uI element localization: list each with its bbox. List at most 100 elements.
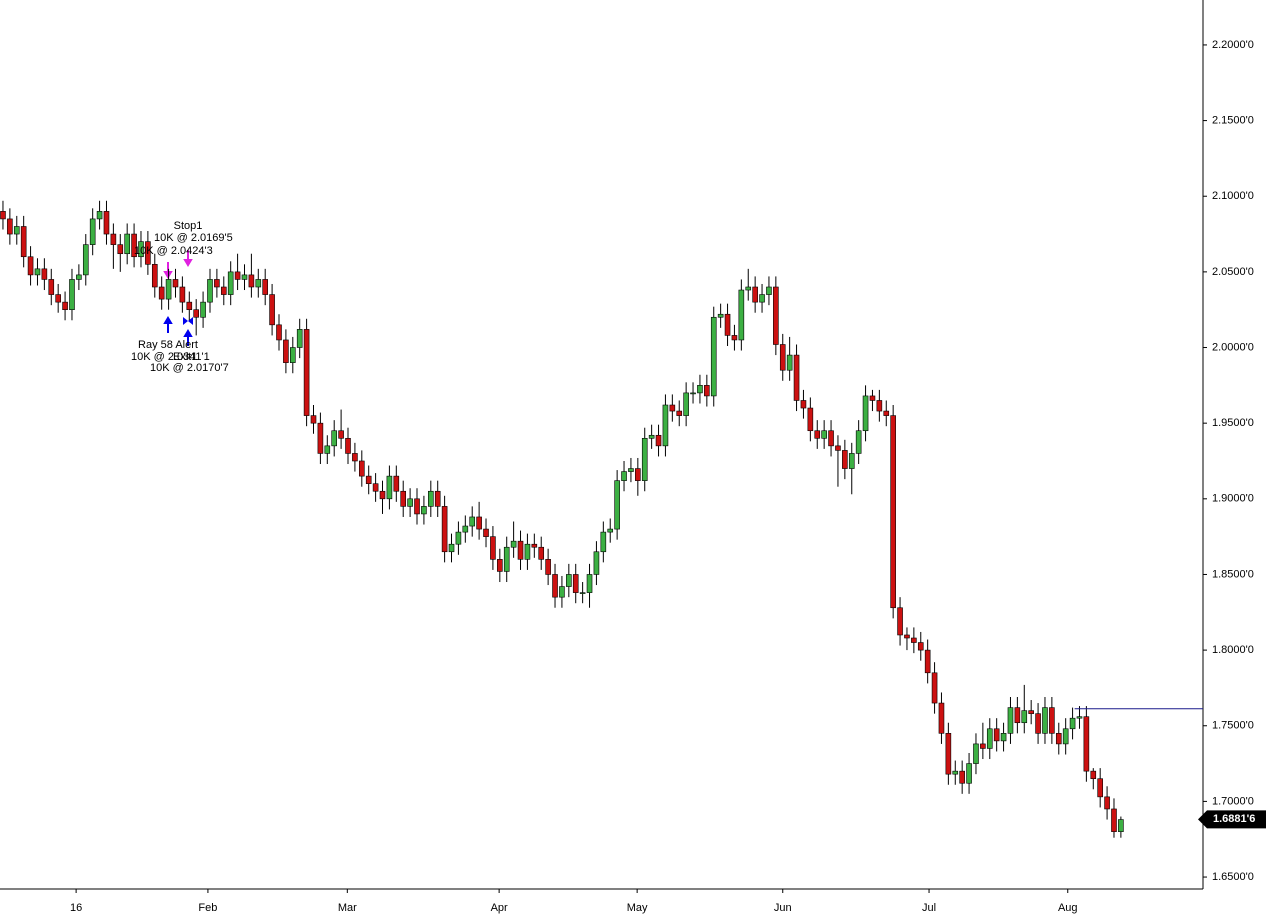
candle-body	[469, 516, 476, 527]
candle-body	[800, 400, 807, 409]
candle-body	[158, 286, 165, 300]
candle-body	[1021, 710, 1028, 724]
exit-marker	[183, 317, 193, 325]
y-tick-label: 1.9500'0	[1212, 417, 1254, 429]
candle-body	[441, 506, 448, 553]
candle-body	[579, 592, 586, 594]
candle-body	[331, 430, 338, 447]
candle-body	[917, 642, 924, 651]
x-tick-label: Feb	[198, 902, 217, 914]
candle-body	[842, 450, 848, 469]
trade-annotation: 10K @ 2.0169'5	[154, 232, 233, 244]
y-tick-label: 1.8000'0	[1212, 644, 1254, 656]
candle-body	[545, 559, 551, 575]
candle-body	[1090, 770, 1097, 780]
candle-body	[786, 354, 793, 371]
candle-body	[904, 634, 910, 639]
candle-body	[283, 339, 289, 363]
candle-body	[117, 244, 124, 255]
candle-body	[214, 279, 220, 288]
candle-body	[586, 574, 593, 593]
candle-body	[931, 672, 938, 704]
candle-body	[552, 574, 558, 598]
candle-body	[980, 743, 986, 749]
candle-body	[483, 528, 489, 537]
candle-body	[1055, 733, 1062, 745]
trade-annotation: Stop1	[174, 220, 203, 232]
x-tick-label: Aug	[1058, 902, 1078, 914]
candle-body	[234, 271, 241, 280]
y-tick-label: 1.9000'0	[1212, 493, 1254, 505]
candle-body	[1069, 717, 1076, 730]
candle-body	[717, 313, 724, 318]
candle-body	[648, 434, 655, 439]
candle-body	[510, 540, 517, 548]
candle-body	[372, 483, 379, 492]
candle-body	[227, 271, 234, 295]
trade-arrows	[163, 250, 193, 346]
candle-body	[641, 437, 648, 481]
candle-body	[393, 475, 400, 492]
last-price-flag	[1198, 810, 1266, 829]
candle-body	[76, 274, 82, 280]
candle-body	[490, 536, 496, 560]
candle-body	[1042, 707, 1048, 734]
candle-body	[959, 770, 965, 784]
candle-body	[607, 528, 614, 533]
candle-body	[421, 506, 427, 515]
candle-body	[531, 543, 538, 548]
candle-body	[96, 211, 103, 220]
candle-body	[151, 264, 158, 288]
y-tick-label: 2.0500'0	[1212, 266, 1254, 278]
y-tick-label: 2.2000'0	[1212, 39, 1254, 51]
candle-body	[317, 422, 324, 454]
candle-body	[7, 218, 13, 235]
candle-body	[241, 274, 248, 280]
candle-body	[262, 279, 268, 295]
candle-body	[1111, 808, 1117, 832]
exit-arrow	[183, 329, 193, 346]
candle-body	[821, 430, 827, 439]
candle-body	[310, 415, 317, 424]
candle-body	[1000, 733, 1007, 742]
candle-body	[938, 702, 945, 734]
candles	[0, 200, 1124, 838]
candle-body	[386, 475, 393, 500]
candle-body	[1083, 716, 1090, 772]
candle-body	[697, 385, 703, 394]
candle-body	[973, 743, 979, 764]
candle-body	[207, 279, 213, 303]
candle-body	[1076, 716, 1083, 719]
candle-body	[676, 410, 683, 416]
candle-body	[779, 344, 786, 371]
candle-body	[807, 407, 814, 432]
candle-body	[379, 490, 386, 500]
x-tick-label: Apr	[491, 902, 508, 914]
candle-body	[1118, 819, 1124, 832]
sell-arrow	[163, 262, 173, 279]
candle-body	[862, 395, 869, 432]
candle-body	[593, 551, 600, 575]
candle-body	[517, 540, 524, 560]
candle-body	[897, 607, 903, 636]
candle-body	[455, 531, 462, 545]
candle-body	[124, 233, 130, 255]
candle-body	[186, 301, 193, 310]
candle-body	[179, 286, 186, 303]
candle-body	[34, 268, 41, 276]
candle-body	[628, 468, 634, 472]
trade-annotation: 10K @ 2.0170'7	[150, 362, 229, 374]
trade-annotation: 10K @ 2.0341'1	[131, 351, 210, 363]
candle-body	[828, 430, 834, 447]
candle-body	[876, 400, 883, 412]
y-tick-label: 1.6500'0	[1212, 871, 1254, 883]
x-tick-label: Jun	[774, 902, 792, 914]
candle-body	[835, 445, 841, 451]
candle-body	[538, 546, 545, 560]
candle-body	[621, 471, 627, 481]
x-tick-label: 16	[70, 902, 82, 914]
candle-body	[145, 241, 151, 265]
x-tick-label: Mar	[338, 902, 357, 914]
candle-body	[869, 395, 876, 401]
